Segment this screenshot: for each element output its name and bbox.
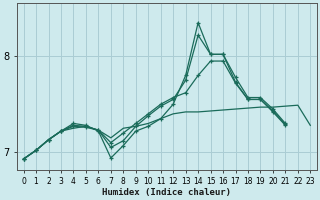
X-axis label: Humidex (Indice chaleur): Humidex (Indice chaleur) xyxy=(102,188,231,197)
